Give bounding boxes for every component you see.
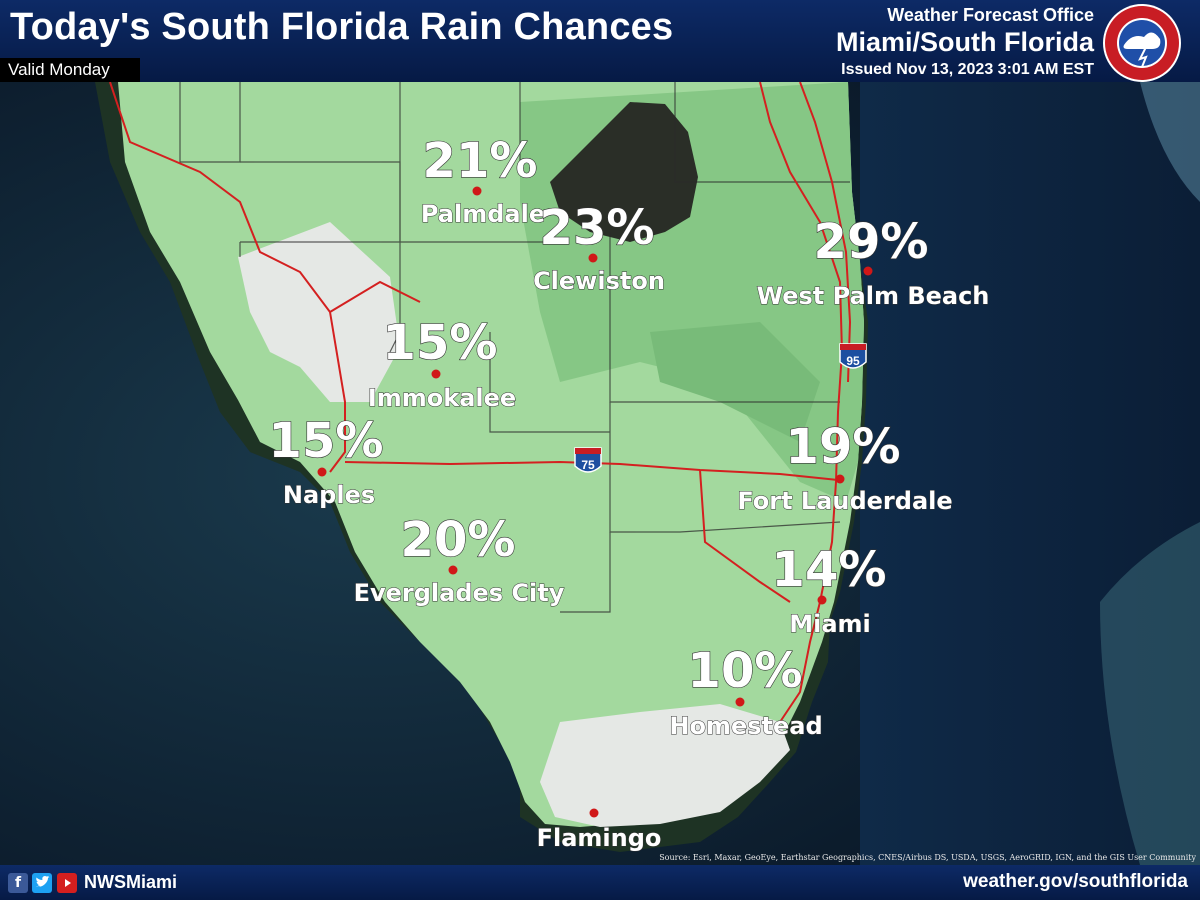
i95-shield: 95 [839,343,867,369]
city-marker [317,467,327,477]
city-marker [431,369,441,379]
chance-label: 10% [688,643,803,699]
i95-label: 95 [846,354,860,368]
i75-shield: 75 [574,447,602,473]
facebook-icon[interactable]: f [8,873,28,893]
city-label: Clewiston [533,267,665,295]
forecast-point-miami: 14% Miami [771,541,887,638]
rain-area-highest [650,322,820,442]
youtube-icon[interactable] [57,873,77,893]
city-marker [735,697,745,707]
issued-time: Issued Nov 13, 2023 3:01 AM EST [841,61,1094,78]
website-link[interactable]: weather.gov/southflorida [963,871,1188,892]
city-marker [835,474,845,484]
city-marker [472,186,482,196]
forecast-point-naples: 15% Naples [268,412,384,509]
city-label: Homestead [669,712,822,740]
chance-label: 21% [423,133,538,189]
nws-logo [1103,4,1181,82]
office-name: Miami/South Florida [835,27,1094,57]
twitter-icon[interactable] [32,873,52,893]
city-marker [448,565,458,575]
chance-label: 15% [269,413,384,469]
city-label: Naples [283,481,375,509]
city-label: Everglades City [354,579,565,607]
city-label: Miami [789,610,871,638]
bahamas-shallows [1100,522,1200,865]
forecast-point-west-palm-beach: 29% West Palm Beach [756,213,990,310]
city-label: Immokalee [368,384,516,412]
forecast-point-fort-lauderdale: 19% Fort Lauderdale [737,418,953,515]
city-label: Flamingo [537,824,662,852]
chance-label: 29% [814,214,929,270]
lake-okeechobee [550,102,698,242]
forecast-point-everglades-city: 20% Everglades City [353,511,565,607]
city-marker [863,266,873,276]
city-marker [589,808,599,818]
forecast-point-palmdale: 21% Palmdale [420,132,545,228]
roads [109,82,852,723]
header-bar: Today's South Florida Rain Chances Valid… [0,0,1200,82]
forecast-point-immokalee: 15% Immokalee [367,314,516,412]
valid-label: Valid Monday [8,60,110,79]
low-chance-keys-area [540,704,790,827]
low-chance-naples-area [238,222,400,402]
city-marker [817,595,827,605]
bahamas-shallows-north [1140,82,1200,202]
chance-label: 19% [786,419,901,475]
forecast-point-clewiston: 23% Clewiston [533,199,666,295]
social-handle[interactable]: NWSMiami [84,872,178,892]
city-label: Palmdale [421,200,545,228]
chance-label: 15% [383,315,498,371]
city-label: West Palm Beach [757,282,990,310]
valid-bar [0,58,140,82]
chance-label: 14% [772,542,887,598]
page-title: Today's South Florida Rain Chances [10,6,674,48]
office-label: Weather Forecast Office [887,5,1094,25]
chance-label: 20% [401,512,516,568]
city-marker [588,253,598,263]
forecast-point-flamingo: Flamingo [536,808,662,853]
chance-label: 23% [540,200,655,256]
city-label: Fort Lauderdale [737,487,952,515]
forecast-point-homestead: 10% Homestead [669,642,823,740]
map-source-credit: Source: Esri, Maxar, GeoEye, Earthstar G… [659,853,1196,862]
county-lines [179,82,850,613]
i75-label: 75 [581,458,595,472]
footer-bar: f NWSMiami weather.gov/southflorida [0,865,1200,900]
rain-chance-map: 95 75 21% Palmdale 23% Clewiston 29% Wes… [0,82,1200,865]
